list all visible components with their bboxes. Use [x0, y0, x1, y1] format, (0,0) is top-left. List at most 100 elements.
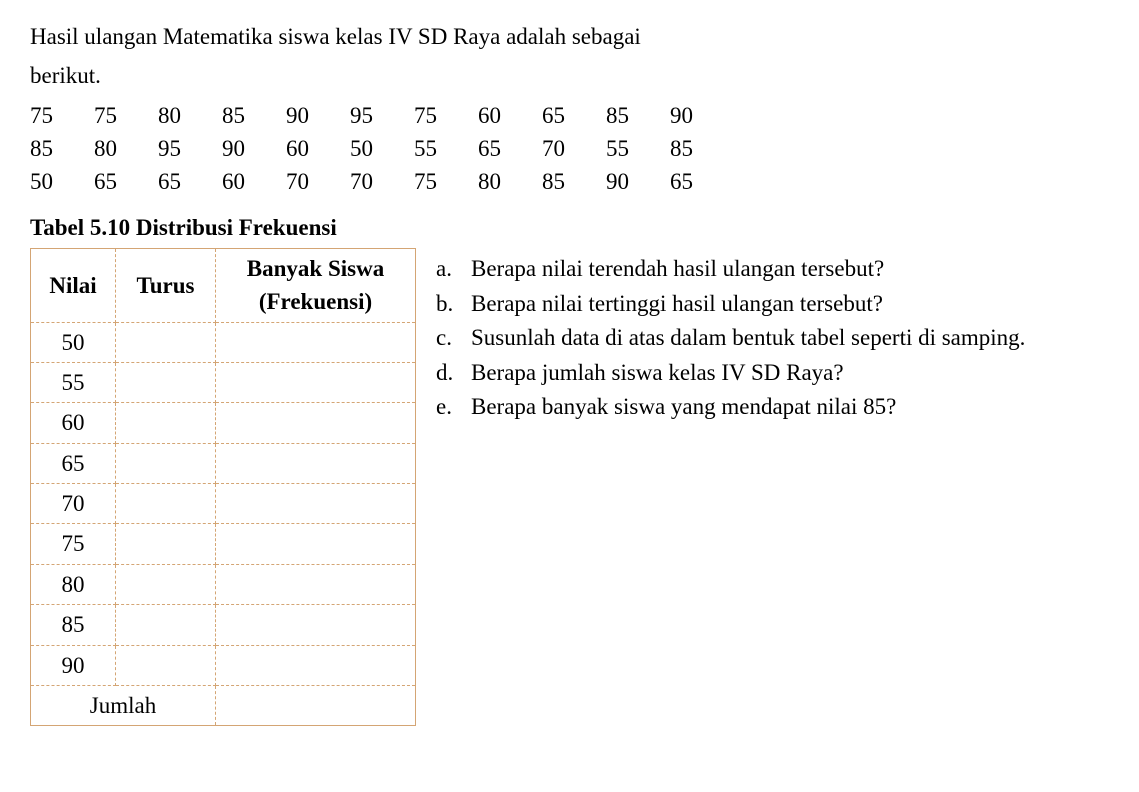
table-row: 65 [31, 443, 416, 483]
data-cell: 75 [94, 99, 158, 132]
data-row: 8580959060505565705585 [30, 132, 1109, 165]
question-label: a. [436, 252, 471, 287]
frekuensi-cell [216, 524, 416, 564]
question-text: Berapa banyak siswa yang mendapat nilai … [471, 390, 1109, 425]
data-cell: 95 [350, 99, 414, 132]
question-text: Berapa nilai terendah hasil ulangan ters… [471, 252, 1109, 287]
frekuensi-cell [216, 363, 416, 403]
question-item: c.Susunlah data di atas dalam bentuk tab… [436, 321, 1109, 356]
turus-cell [116, 645, 216, 685]
data-cell: 70 [542, 132, 606, 165]
table-row: 75 [31, 524, 416, 564]
frekuensi-cell [216, 403, 416, 443]
table-row: 80 [31, 564, 416, 604]
data-cell: 75 [414, 99, 478, 132]
question-label: e. [436, 390, 471, 425]
data-cell: 80 [478, 165, 542, 198]
intro-paragraph: Hasil ulangan Matematika siswa kelas IV … [30, 20, 1109, 93]
data-cell: 95 [158, 132, 222, 165]
nilai-cell: 60 [31, 403, 116, 443]
header-nilai: Nilai [31, 249, 116, 323]
frekuensi-cell [216, 564, 416, 604]
data-cell: 80 [94, 132, 158, 165]
frekuensi-cell [216, 443, 416, 483]
data-cell: 60 [478, 99, 542, 132]
data-cell: 65 [670, 165, 734, 198]
content-row: Nilai Turus Banyak Siswa (Frekuensi) 505… [30, 248, 1109, 726]
questions-list: a.Berapa nilai terendah hasil ulangan te… [436, 248, 1109, 425]
data-cell: 75 [414, 165, 478, 198]
data-cell: 90 [286, 99, 350, 132]
question-item: a.Berapa nilai terendah hasil ulangan te… [436, 252, 1109, 287]
nilai-cell: 50 [31, 322, 116, 362]
frequency-table: Nilai Turus Banyak Siswa (Frekuensi) 505… [30, 248, 416, 726]
nilai-cell: 90 [31, 645, 116, 685]
data-cell: 85 [542, 165, 606, 198]
data-cell: 85 [606, 99, 670, 132]
data-cell: 85 [670, 132, 734, 165]
question-label: b. [436, 287, 471, 322]
header-banyak: Banyak Siswa (Frekuensi) [216, 249, 416, 323]
nilai-cell: 70 [31, 484, 116, 524]
nilai-cell: 55 [31, 363, 116, 403]
nilai-cell: 65 [31, 443, 116, 483]
nilai-cell: 80 [31, 564, 116, 604]
frekuensi-cell [216, 605, 416, 645]
turus-cell [116, 484, 216, 524]
jumlah-label: Jumlah [31, 685, 216, 725]
jumlah-value [216, 685, 416, 725]
question-item: d.Berapa jumlah siswa kelas IV SD Raya? [436, 356, 1109, 391]
question-text: Berapa nilai tertinggi hasil ulangan ter… [471, 287, 1109, 322]
data-cell: 75 [30, 99, 94, 132]
turus-cell [116, 524, 216, 564]
intro-line-1: Hasil ulangan Matematika siswa kelas IV … [30, 20, 1109, 53]
turus-cell [116, 605, 216, 645]
turus-cell [116, 322, 216, 362]
data-cell: 60 [222, 165, 286, 198]
table-row: 90 [31, 645, 416, 685]
nilai-cell: 85 [31, 605, 116, 645]
question-item: e.Berapa banyak siswa yang mendapat nila… [436, 390, 1109, 425]
data-cell: 60 [286, 132, 350, 165]
intro-line-2: berikut. [30, 59, 1109, 92]
table-row-jumlah: Jumlah [31, 685, 416, 725]
table-row: 50 [31, 322, 416, 362]
header-turus: Turus [116, 249, 216, 323]
data-cell: 85 [222, 99, 286, 132]
data-cell: 70 [286, 165, 350, 198]
data-cell: 90 [606, 165, 670, 198]
data-cell: 50 [30, 165, 94, 198]
question-text: Berapa jumlah siswa kelas IV SD Raya? [471, 356, 1109, 391]
data-cell: 65 [542, 99, 606, 132]
data-grid: 7575808590957560658590858095906050556570… [30, 99, 1109, 199]
frekuensi-cell [216, 484, 416, 524]
table-row: 85 [31, 605, 416, 645]
frekuensi-cell [216, 645, 416, 685]
data-row: 5065656070707580859065 [30, 165, 1109, 198]
turus-cell [116, 363, 216, 403]
nilai-cell: 75 [31, 524, 116, 564]
turus-cell [116, 564, 216, 604]
table-row: 70 [31, 484, 416, 524]
turus-cell [116, 403, 216, 443]
data-cell: 90 [222, 132, 286, 165]
table-row: 60 [31, 403, 416, 443]
turus-cell [116, 443, 216, 483]
question-label: d. [436, 356, 471, 391]
table-title: Tabel 5.10 Distribusi Frekuensi [30, 211, 1109, 244]
data-cell: 80 [158, 99, 222, 132]
data-cell: 50 [350, 132, 414, 165]
table-row: 55 [31, 363, 416, 403]
data-cell: 65 [94, 165, 158, 198]
data-cell: 65 [478, 132, 542, 165]
data-cell: 65 [158, 165, 222, 198]
frekuensi-cell [216, 322, 416, 362]
data-cell: 85 [30, 132, 94, 165]
data-cell: 70 [350, 165, 414, 198]
question-item: b.Berapa nilai tertinggi hasil ulangan t… [436, 287, 1109, 322]
data-row: 7575808590957560658590 [30, 99, 1109, 132]
question-text: Susunlah data di atas dalam bentuk tabel… [471, 321, 1109, 356]
data-cell: 55 [414, 132, 478, 165]
data-cell: 90 [670, 99, 734, 132]
data-cell: 55 [606, 132, 670, 165]
